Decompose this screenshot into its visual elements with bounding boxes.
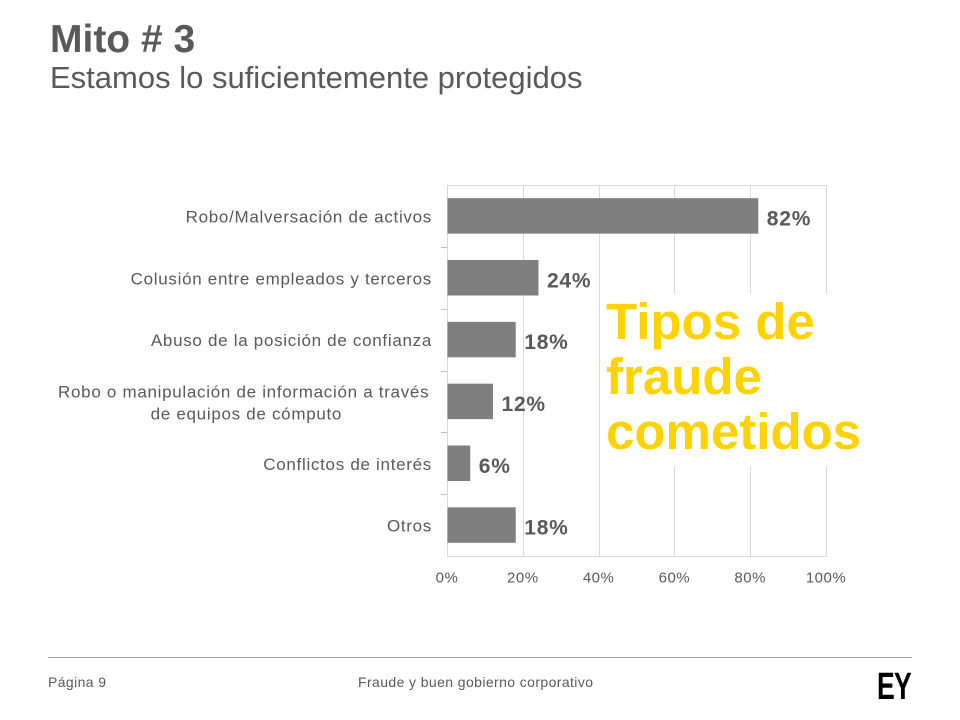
data-label: 12%	[501, 393, 545, 416]
category-label: Robo/Malversación de activos	[186, 207, 432, 226]
callout-line-3: cometidos	[606, 403, 862, 460]
x-tick-label: 80%	[734, 570, 766, 587]
slide-subtitle: Estamos lo suficientemente protegidos	[50, 60, 583, 95]
ey-logo: EY	[877, 666, 912, 708]
category-label: Conflictos de interés	[263, 455, 432, 474]
callout-line-1: Tipos de	[606, 293, 815, 350]
footer-divider	[48, 657, 912, 658]
x-tick-label: 40%	[583, 570, 615, 587]
bar	[447, 445, 471, 481]
callout-line-2: fraude	[606, 348, 762, 405]
x-tick-label: 100%	[806, 570, 846, 587]
data-label: 24%	[547, 269, 591, 292]
data-labels: 82% 24% 18% 12% 6% 18%	[479, 207, 811, 539]
x-tick-label: 60%	[659, 570, 691, 587]
bar	[447, 198, 759, 234]
category-label: Abuso de la posición de confianza	[151, 331, 432, 350]
chart-callout: Tipos de fraude cometidos	[601, 293, 862, 466]
category-label: Colusión entre empleados y terceros	[131, 269, 432, 288]
x-tick-label: 0%	[436, 570, 459, 587]
data-label: 82%	[767, 207, 811, 230]
slide-title: Mito # 3	[50, 18, 196, 61]
data-label: 18%	[524, 517, 568, 540]
page-number: Página 9	[48, 674, 107, 690]
bar	[447, 507, 516, 543]
x-tick-labels: 0% 20% 40% 60% 80% 100%	[436, 570, 846, 587]
data-label: 18%	[524, 331, 568, 354]
category-label: Otros	[387, 517, 432, 536]
x-tick-label: 20%	[507, 570, 539, 587]
footer-title: Fraude y buen gobierno corporativo	[358, 674, 594, 690]
bars	[447, 198, 759, 543]
bar	[447, 260, 539, 296]
bar	[447, 321, 516, 358]
data-label: 6%	[479, 455, 511, 478]
bar	[447, 383, 493, 420]
category-labels: Robo/Malversación de activos Colusión ent…	[58, 207, 435, 536]
category-axis-ticks	[441, 247, 447, 495]
category-label: Robo o manipulación de información a tra…	[58, 382, 435, 423]
